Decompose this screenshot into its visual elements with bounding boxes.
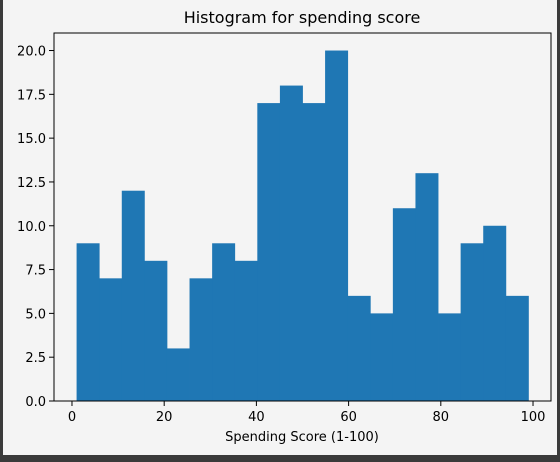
x-tick-label-4: 80 — [433, 410, 450, 425]
x-tick-label-2: 40 — [248, 410, 265, 425]
histogram-bar-19 — [505, 295, 529, 401]
histogram-bar-16 — [438, 313, 462, 401]
histogram-bar-6 — [212, 243, 236, 401]
histogram-bar-15 — [415, 173, 439, 401]
x-tick-label-3: 60 — [340, 410, 357, 425]
histogram-bar-17 — [460, 243, 484, 401]
y-tick-label-4: 10.0 — [17, 220, 46, 235]
histogram-bar-7 — [234, 260, 258, 401]
y-tick-label-0: 0.0 — [25, 395, 46, 410]
histogram-bar-3 — [144, 260, 168, 401]
x-axis: 0 20 40 60 80 100 — [68, 401, 546, 425]
histogram-bar-8 — [257, 103, 281, 401]
histogram-bar-1 — [99, 278, 123, 401]
histogram-bar-12 — [347, 295, 371, 401]
y-tick-label-7: 17.5 — [17, 88, 46, 103]
y-axis: 0.0 2.5 5.0 7.5 10.0 12.5 15.0 17.5 20.0 — [17, 45, 54, 410]
y-tick-label-2: 5.0 — [25, 307, 46, 322]
figure: Histogram for spending score 0 20 40 60 80 10… — [3, 0, 557, 455]
y-tick-label-5: 12.5 — [17, 176, 46, 191]
histogram-bar-13 — [370, 313, 394, 401]
histogram-bar-2 — [121, 190, 145, 401]
histogram-bar-14 — [392, 208, 416, 401]
bars-group — [76, 50, 529, 402]
x-tick-label-0: 0 — [68, 410, 76, 425]
histogram-bar-9 — [279, 85, 303, 402]
y-tick-label-6: 15.0 — [17, 132, 46, 147]
x-tick-label-5: 100 — [521, 410, 546, 425]
histogram-bar-4 — [166, 348, 190, 401]
histogram-bar-10 — [302, 103, 326, 401]
y-tick-label-3: 7.5 — [25, 264, 46, 279]
chart-title: Histogram for spending score — [184, 8, 421, 27]
histogram-chart: Histogram for spending score 0 20 40 60 80 10… — [17, 8, 552, 445]
x-axis-title: Spending Score (1-100) — [225, 430, 379, 445]
plot-frame — [53, 32, 552, 402]
histogram-bar-11 — [325, 50, 349, 402]
histogram-bar-5 — [189, 278, 213, 401]
histogram-bar-0 — [76, 243, 100, 401]
y-tick-label-8: 20.0 — [17, 45, 46, 60]
y-tick-label-1: 2.5 — [25, 351, 46, 366]
x-tick-label-1: 20 — [156, 410, 173, 425]
histogram-bar-18 — [483, 225, 507, 401]
